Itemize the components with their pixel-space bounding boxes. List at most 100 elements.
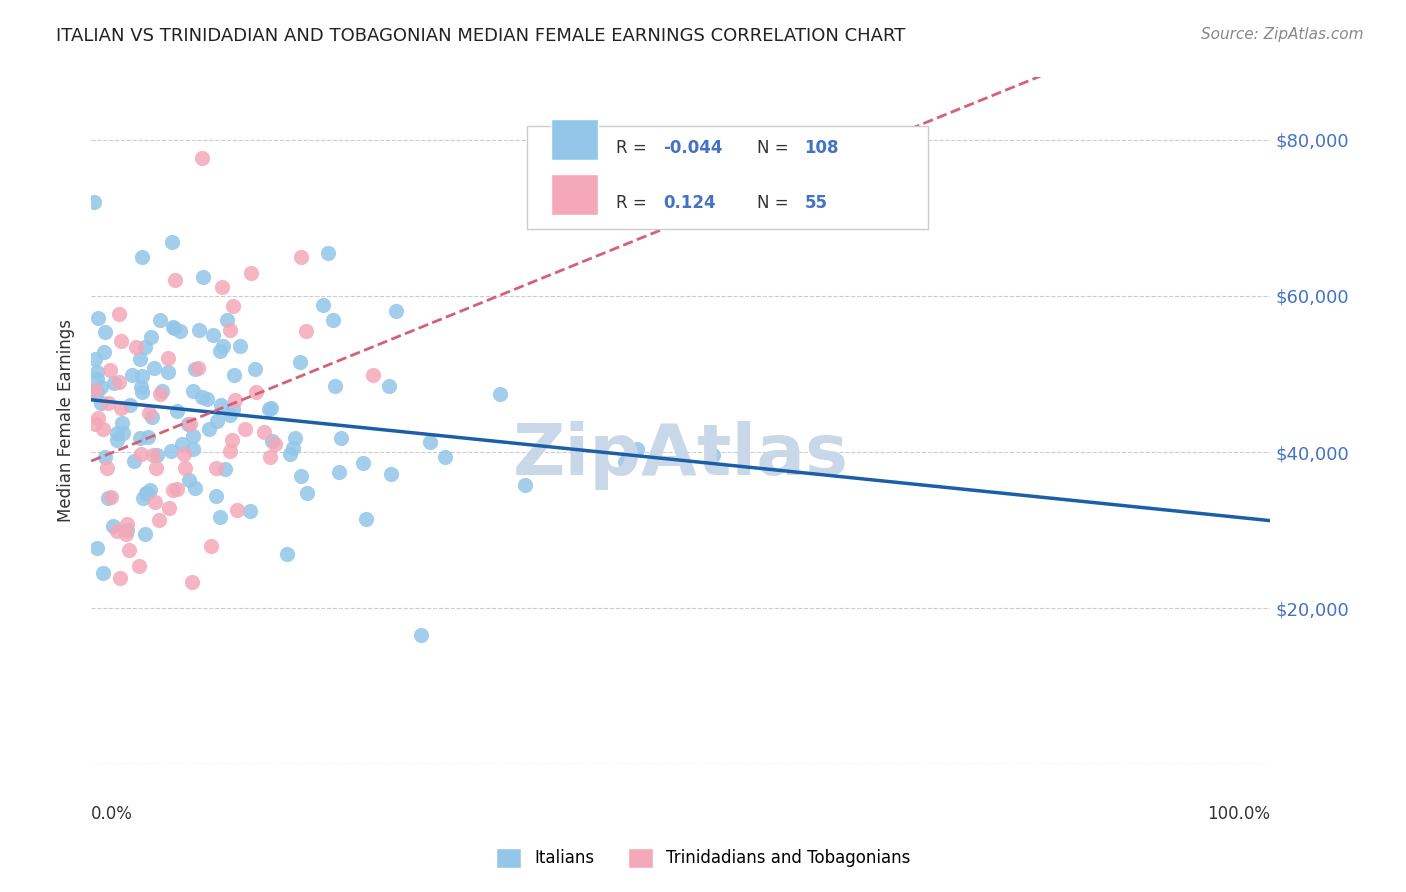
- Text: ZipAtlas: ZipAtlas: [513, 421, 849, 490]
- Point: [122, 454, 145, 468]
- Point: [82, 384, 104, 398]
- Point: [278, 447, 301, 461]
- Point: [290, 250, 312, 264]
- Point: [163, 273, 186, 287]
- Point: [121, 368, 143, 382]
- Point: [135, 486, 157, 500]
- Point: [90, 395, 112, 409]
- Point: [245, 385, 267, 400]
- Point: [159, 444, 181, 458]
- Point: [208, 509, 231, 524]
- Point: [181, 384, 204, 399]
- Point: [149, 313, 172, 327]
- Point: [702, 448, 724, 462]
- Point: [169, 324, 191, 338]
- Point: [217, 313, 239, 327]
- Point: [83, 195, 105, 210]
- Point: [188, 324, 211, 338]
- Point: [101, 519, 124, 533]
- Point: [295, 325, 318, 339]
- Point: [205, 489, 228, 503]
- Point: [166, 482, 188, 496]
- Point: [90, 380, 112, 394]
- Point: [181, 429, 204, 443]
- Point: [239, 266, 262, 280]
- Point: [149, 386, 172, 401]
- Point: [614, 455, 637, 469]
- Point: [105, 433, 128, 447]
- Point: [513, 478, 536, 492]
- Point: [233, 422, 256, 436]
- FancyBboxPatch shape: [527, 126, 928, 228]
- Point: [93, 450, 115, 464]
- Point: [160, 235, 183, 249]
- Point: [135, 485, 157, 500]
- Point: [323, 379, 346, 393]
- Point: [222, 299, 245, 313]
- Point: [91, 422, 114, 436]
- Point: [173, 447, 195, 461]
- Point: [195, 392, 218, 407]
- Point: [110, 401, 132, 415]
- Point: [177, 474, 200, 488]
- Text: R =: R =: [616, 194, 652, 212]
- Point: [93, 345, 115, 359]
- Point: [91, 566, 114, 581]
- Point: [105, 524, 128, 538]
- Point: [243, 361, 266, 376]
- Text: N =: N =: [758, 139, 794, 157]
- Point: [433, 450, 456, 465]
- Point: [257, 402, 280, 417]
- Point: [105, 426, 128, 441]
- Point: [108, 571, 131, 585]
- Point: [174, 461, 197, 475]
- Point: [488, 387, 510, 401]
- Point: [354, 511, 377, 525]
- Point: [129, 351, 152, 366]
- Point: [131, 369, 153, 384]
- Point: [191, 390, 214, 404]
- Point: [97, 396, 120, 410]
- Text: 100.0%: 100.0%: [1208, 805, 1270, 823]
- Point: [146, 448, 169, 462]
- Text: 0.124: 0.124: [664, 194, 716, 212]
- Point: [209, 398, 232, 412]
- Point: [191, 151, 214, 165]
- Point: [125, 341, 148, 355]
- Text: -0.044: -0.044: [664, 139, 723, 157]
- Y-axis label: Median Female Earnings: Median Female Earnings: [58, 319, 75, 523]
- Point: [214, 462, 236, 476]
- Point: [378, 378, 401, 392]
- Point: [148, 513, 170, 527]
- Point: [83, 417, 105, 431]
- Point: [181, 574, 204, 589]
- Point: [259, 450, 281, 465]
- Bar: [551, 174, 598, 215]
- Point: [311, 298, 333, 312]
- Point: [131, 250, 153, 264]
- Text: Source: ZipAtlas.com: Source: ZipAtlas.com: [1201, 27, 1364, 42]
- Point: [253, 425, 276, 439]
- Point: [352, 456, 374, 470]
- Point: [284, 432, 307, 446]
- Point: [222, 402, 245, 417]
- Point: [129, 431, 152, 445]
- Point: [83, 383, 105, 397]
- Point: [163, 321, 186, 335]
- Point: [97, 491, 120, 506]
- Point: [134, 527, 156, 541]
- Point: [276, 547, 298, 561]
- Point: [239, 504, 262, 518]
- Point: [162, 483, 184, 497]
- Point: [225, 503, 247, 517]
- Text: N =: N =: [758, 194, 794, 212]
- Point: [157, 500, 180, 515]
- Point: [380, 467, 402, 482]
- Point: [115, 523, 138, 537]
- Point: [96, 461, 118, 475]
- Point: [117, 517, 139, 532]
- Point: [202, 327, 225, 342]
- Point: [283, 441, 305, 455]
- Point: [329, 431, 352, 445]
- Point: [205, 460, 228, 475]
